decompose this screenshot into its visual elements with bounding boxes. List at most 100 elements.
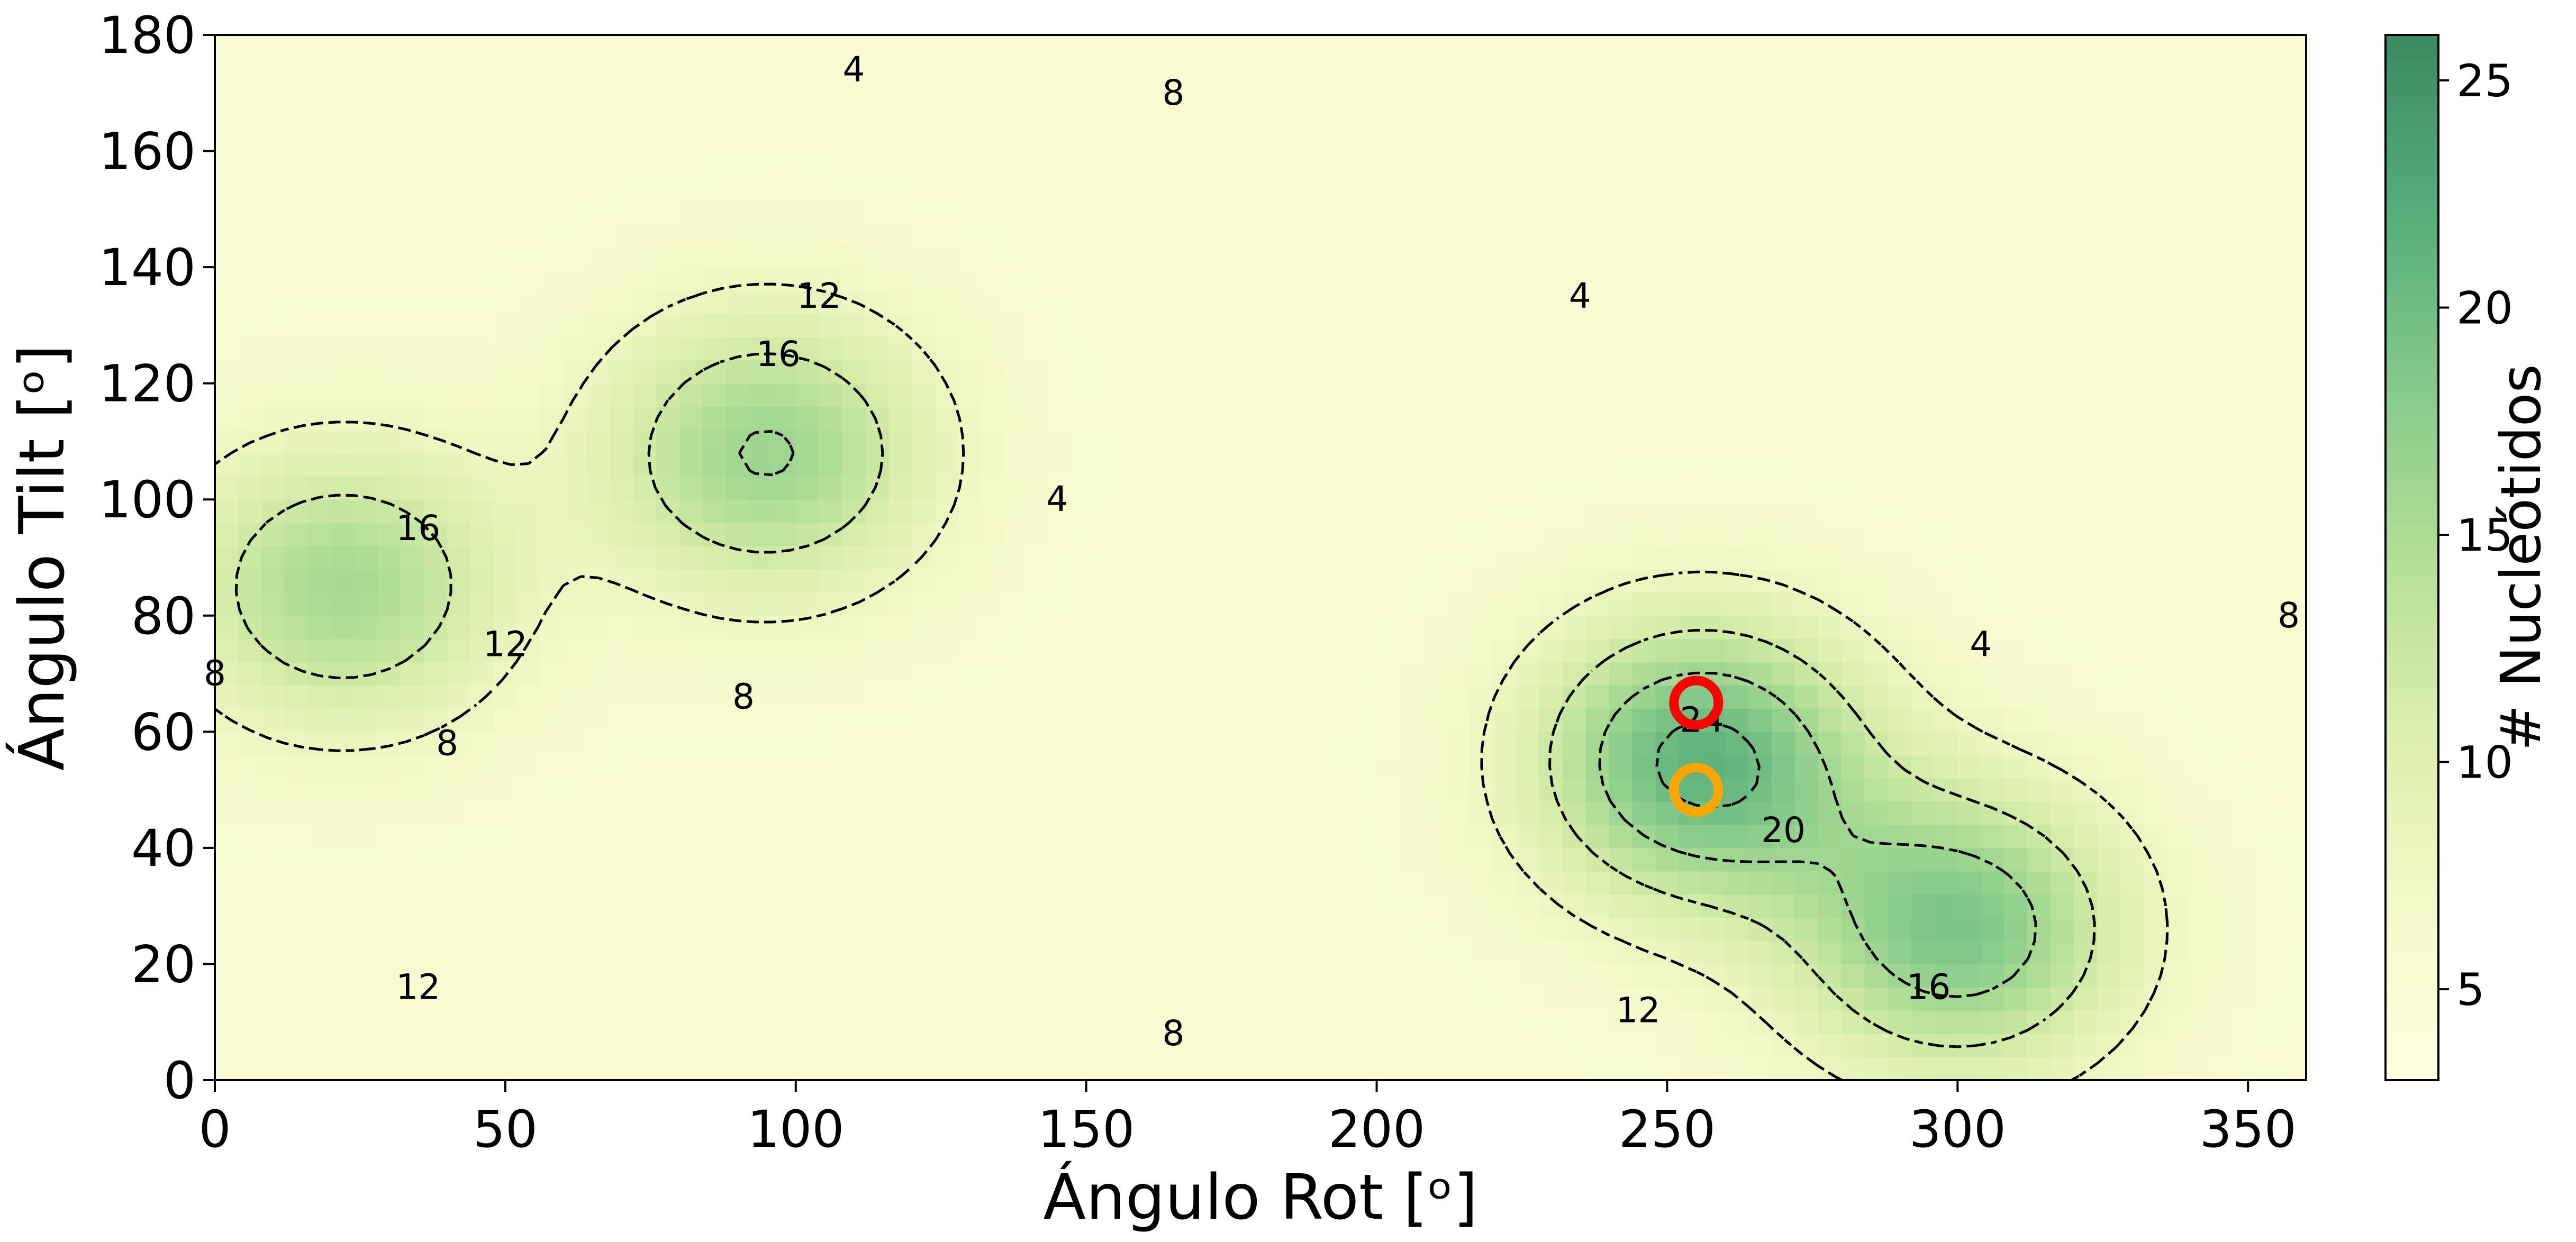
colorbar-segment — [2385, 383, 2438, 392]
heatmap-cell — [2190, 1057, 2214, 1081]
heatmap-cell — [1400, 638, 1423, 663]
heatmap-cell — [1702, 592, 1726, 616]
heatmap-cell — [1957, 825, 1981, 848]
heatmap-cell — [2143, 81, 2167, 105]
heatmap-cell — [1237, 221, 1261, 244]
heatmap-cell — [493, 778, 518, 802]
heatmap-cell — [842, 1010, 866, 1034]
heatmap-cell — [1191, 569, 1214, 593]
heatmap-cell — [1330, 127, 1354, 152]
heatmap-cell — [1121, 383, 1145, 407]
heatmap-cell — [795, 174, 820, 198]
heatmap-cell — [516, 825, 541, 848]
heatmap-cell — [1888, 894, 1912, 918]
colorbar-segment — [2385, 496, 2438, 506]
heatmap-cell — [516, 847, 541, 872]
heatmap-cell — [284, 81, 309, 105]
heatmap-cell — [1423, 755, 1447, 779]
heatmap-cell — [1725, 430, 1749, 453]
heatmap-cell — [1841, 430, 1865, 453]
heatmap-cell — [1655, 569, 1679, 593]
heatmap-cell — [2051, 81, 2074, 105]
heatmap-cell — [2236, 592, 2260, 616]
heatmap-cell — [1841, 638, 1865, 663]
heatmap-cell — [679, 546, 703, 570]
heatmap-cell — [540, 732, 564, 755]
heatmap-cell — [1702, 987, 1726, 1011]
heatmap-cell — [401, 825, 424, 848]
heatmap-cell — [1028, 825, 1052, 848]
heatmap-cell — [1864, 1057, 1889, 1081]
heatmap-cell — [1051, 383, 1075, 407]
heatmap-cell — [1632, 383, 1656, 407]
heatmap-cell — [1470, 569, 1493, 593]
heatmap-cell — [1585, 336, 1610, 361]
heatmap-cell — [1028, 801, 1052, 825]
heatmap-cell — [842, 267, 866, 291]
heatmap-cell — [1539, 383, 1563, 407]
heatmap-cell — [1911, 592, 1935, 616]
heatmap-cell — [2097, 81, 2121, 105]
heatmap-cell — [2190, 940, 2214, 964]
heatmap-cell — [377, 1034, 401, 1057]
heatmap-cell — [1888, 871, 1912, 895]
heatmap-cell — [1725, 151, 1749, 175]
heatmap-cell — [2166, 81, 2190, 105]
heatmap-cell — [1679, 336, 1702, 361]
heatmap-cell — [1191, 546, 1214, 570]
heatmap-cell — [1981, 569, 2004, 593]
heatmap-cell — [238, 360, 262, 384]
heatmap-cell — [1214, 917, 1238, 942]
heatmap-cell — [888, 1034, 912, 1057]
heatmap-cell — [2236, 801, 2260, 825]
heatmap-cell — [377, 638, 401, 663]
heatmap-cell — [1376, 127, 1401, 152]
heatmap-cell — [1911, 638, 1935, 663]
heatmap-cell — [1237, 662, 1261, 686]
heatmap-cell — [1283, 430, 1308, 453]
heatmap-cell — [633, 940, 657, 964]
heatmap-cell — [726, 244, 750, 268]
heatmap-cell — [2143, 290, 2167, 314]
heatmap-cell — [377, 197, 401, 221]
heatmap-cell — [238, 894, 262, 918]
heatmap-cell — [1097, 685, 1122, 709]
heatmap-cell — [1725, 58, 1749, 82]
heatmap-cell — [1237, 523, 1261, 546]
heatmap-cell — [1911, 1057, 1935, 1081]
heatmap-cell — [1191, 244, 1214, 268]
heatmap-cell — [1493, 847, 1517, 872]
heatmap-cell — [1609, 221, 1633, 244]
heatmap-cell — [1376, 58, 1401, 82]
colorbar-segment — [2385, 1036, 2438, 1046]
heatmap-cell — [1097, 940, 1122, 964]
heatmap-cell — [1144, 290, 1168, 314]
heatmap-cell — [912, 499, 936, 523]
colorbar-segment — [2385, 444, 2438, 454]
heatmap-cell — [307, 894, 332, 918]
heatmap-cell — [401, 546, 424, 570]
heatmap-cell — [1772, 430, 1795, 453]
heatmap-cell — [1493, 81, 1517, 105]
heatmap-cell — [2073, 546, 2098, 570]
heatmap-cell — [935, 221, 959, 244]
heatmap-cell — [656, 1057, 680, 1081]
heatmap-cell — [377, 778, 401, 802]
y-tick-label: 20 — [131, 935, 196, 994]
heatmap-cell — [401, 592, 424, 616]
heatmap-cell — [1562, 1057, 1586, 1081]
heatmap-cell — [888, 453, 912, 477]
heatmap-cell — [1097, 244, 1122, 268]
heatmap-cell — [1423, 383, 1447, 407]
heatmap-cell — [447, 383, 471, 407]
heatmap-cell — [1609, 499, 1633, 523]
heatmap-cell — [2236, 894, 2260, 918]
colorbar-segment — [2385, 296, 2438, 306]
heatmap-cell — [726, 871, 750, 895]
heatmap-cell — [679, 406, 703, 431]
heatmap-cell — [1957, 453, 1981, 477]
heatmap-cell — [1818, 894, 1842, 918]
heatmap-cell — [749, 523, 773, 546]
heatmap-cell — [331, 58, 355, 82]
heatmap-cell — [1144, 825, 1168, 848]
